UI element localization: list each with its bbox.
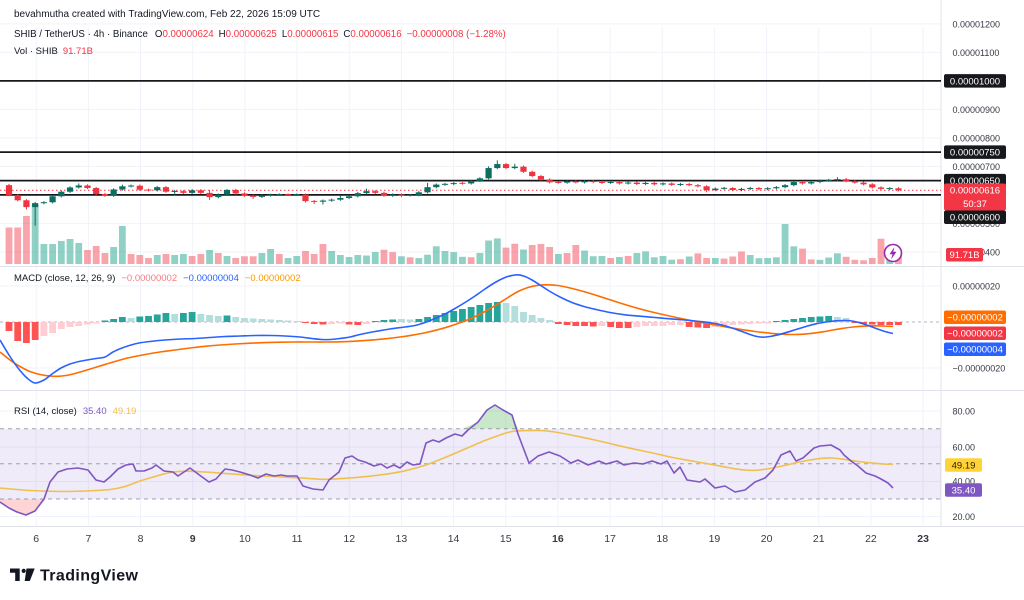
svg-text:12: 12 [343, 533, 355, 545]
svg-text:7: 7 [85, 533, 91, 545]
svg-text:15: 15 [500, 533, 512, 545]
svg-text:bevahmutha created with Tradin: bevahmutha created with TradingView.com,… [14, 9, 320, 20]
svg-text:0.00001100: 0.00001100 [953, 48, 1000, 58]
svg-text:−0.00000004: −0.00000004 [947, 345, 1003, 356]
svg-text:91.71B: 91.71B [949, 250, 979, 261]
svg-text:60.00: 60.00 [953, 443, 976, 453]
svg-text:14: 14 [448, 533, 460, 545]
svg-text:−0.00000020: −0.00000020 [953, 364, 1006, 374]
svg-text:22: 22 [865, 533, 877, 545]
svg-text:−0.00000002: −0.00000002 [947, 329, 1003, 340]
svg-text:0.00001000: 0.00001000 [950, 76, 1000, 87]
svg-text:0.00000750: 0.00000750 [950, 148, 1000, 159]
svg-text:17: 17 [604, 533, 616, 545]
svg-text:0.00000800: 0.00000800 [953, 134, 1001, 144]
svg-text:10: 10 [239, 533, 251, 545]
svg-text:8: 8 [138, 533, 144, 545]
svg-text:20: 20 [761, 533, 773, 545]
svg-text:0.00000020: 0.00000020 [953, 282, 1001, 292]
svg-text:0.00000700: 0.00000700 [953, 162, 1001, 172]
svg-text:20.00: 20.00 [953, 512, 976, 522]
svg-text:80.00: 80.00 [953, 407, 976, 417]
svg-text:0.00000616: 0.00000616 [950, 186, 1000, 197]
svg-text:0.00000600: 0.00000600 [950, 213, 1000, 224]
svg-text:6: 6 [33, 533, 39, 545]
svg-text:35.40: 35.40 [952, 485, 976, 496]
svg-text:TradingView: TradingView [40, 568, 139, 585]
svg-text:SHIB / TetherUS · 4h · Binance: SHIB / TetherUS · 4h · Binance O0.0000062… [14, 29, 506, 40]
svg-text:−0.00000002: −0.00000002 [947, 313, 1003, 324]
svg-text:19: 19 [709, 533, 721, 545]
svg-text:MACD (close, 12, 26, 9)−0.0000: MACD (close, 12, 26, 9) −0.00000002 −0.000… [14, 273, 301, 284]
svg-text:21: 21 [813, 533, 825, 545]
svg-text:11: 11 [292, 533, 303, 545]
svg-text:49.19: 49.19 [952, 460, 976, 471]
svg-text:40.00: 40.00 [953, 477, 976, 487]
svg-text:50:37: 50:37 [963, 199, 987, 210]
svg-text:0.00000900: 0.00000900 [953, 105, 1001, 115]
svg-text:23: 23 [917, 533, 929, 545]
svg-text:13: 13 [396, 533, 408, 545]
svg-text:9: 9 [190, 533, 196, 545]
svg-text:0.00000650: 0.00000650 [950, 176, 1000, 187]
svg-text:18: 18 [656, 533, 668, 545]
svg-text:0.00001200: 0.00001200 [953, 20, 1001, 30]
svg-text:0.00000500: 0.00000500 [953, 219, 1001, 229]
svg-text:16: 16 [552, 533, 564, 545]
